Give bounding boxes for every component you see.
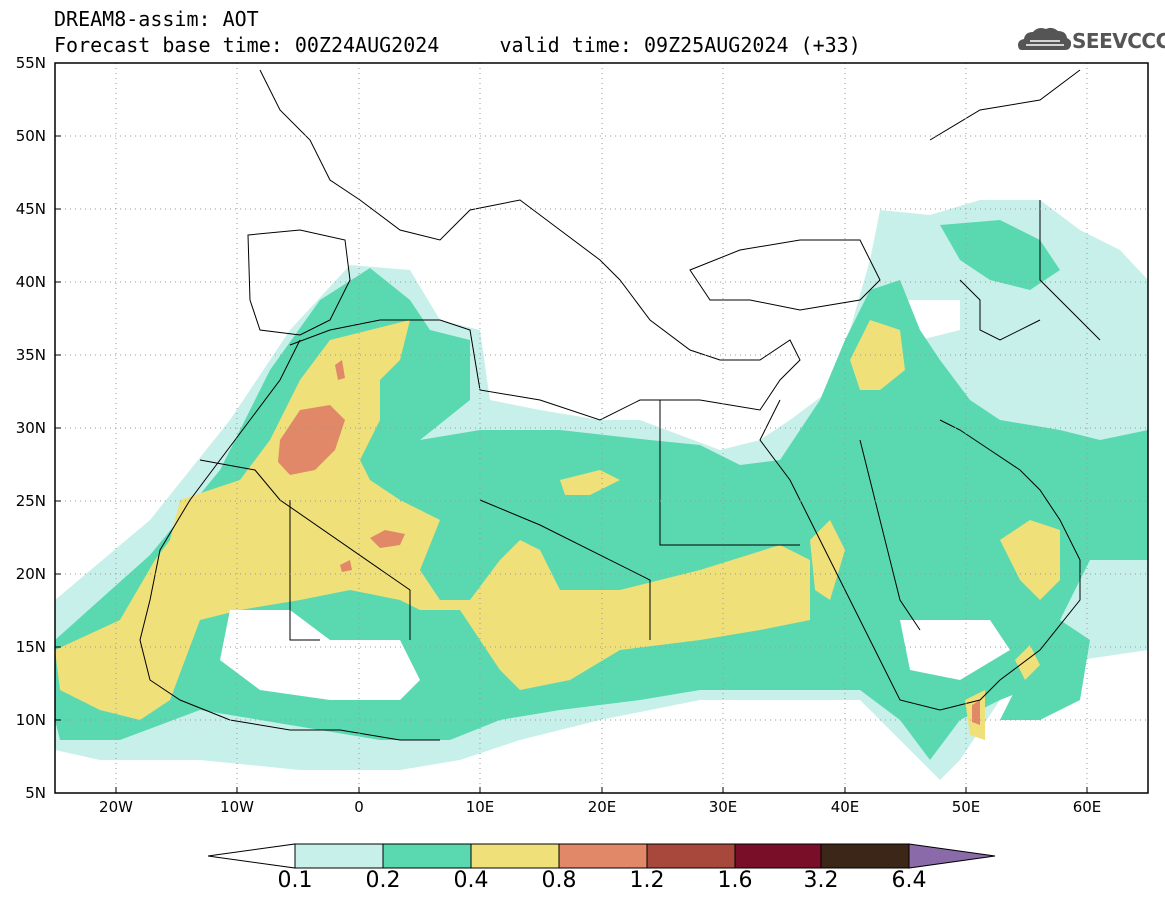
colorbar-label: 1.2 [629, 868, 665, 893]
lat-tick-label: 35N [15, 346, 46, 364]
lat-tick-label: 15N [15, 638, 46, 656]
colorbar-bin-5 [646, 843, 736, 869]
aot-level-0-8 [278, 360, 980, 725]
colorbar-label: 3.2 [803, 868, 839, 893]
brand-logo-text: SEEVCCC [1072, 29, 1165, 53]
colorbar-upper-arrow [908, 843, 996, 869]
colorbar-bin-4 [558, 843, 648, 869]
colorbar-bin-3 [470, 843, 560, 869]
colorbar-label: 1.6 [717, 868, 753, 893]
lon-tick-label: 20E [587, 798, 617, 816]
cloud-icon [1018, 27, 1072, 50]
colorbar-label: 6.4 [891, 868, 927, 893]
axis-tick-marks [55, 135, 1088, 793]
aot-level-0-4 [55, 320, 1060, 740]
coastlines-and-borders [139, 69, 1101, 741]
colorbar-label: 0.1 [277, 868, 313, 893]
lon-tick-label: 10W [220, 798, 254, 816]
lat-tick-label: 40N [15, 273, 46, 291]
lat-tick-label: 50N [15, 127, 46, 145]
lat-tick-label: 55N [15, 54, 46, 72]
lat-tick-label: 5N [25, 784, 46, 802]
map-title: DREAM8-assim: AOT [54, 7, 259, 31]
lon-tick-label: 20W [99, 798, 133, 816]
forecast-time-info: Forecast base time: 00Z24AUG2024 valid t… [54, 33, 861, 57]
lon-tick-label: 40E [830, 798, 860, 816]
lon-tick-label: 60E [1072, 798, 1102, 816]
lon-tick-label: 30E [708, 798, 738, 816]
lon-tick-label: 0 [354, 798, 364, 816]
lon-tick-label: 50E [951, 798, 981, 816]
colorbar-label: 0.4 [453, 868, 489, 893]
colorbar-bin-6 [734, 843, 822, 869]
lat-tick-label: 25N [15, 492, 46, 510]
colorbar-bin-7 [820, 843, 910, 869]
lat-tick-label: 45N [15, 200, 46, 218]
colorbar-bin-1 [294, 843, 384, 869]
colorbar [207, 843, 996, 869]
lat-tick-label: 30N [15, 419, 46, 437]
map-gridlines [55, 63, 1148, 793]
clear-areas [220, 410, 1010, 700]
lon-tick-label: 10E [465, 798, 495, 816]
colorbar-lower-arrow [207, 843, 296, 869]
colorbar-label: 0.8 [541, 868, 577, 893]
colorbar-bin-2 [382, 843, 472, 869]
lat-tick-label: 20N [15, 565, 46, 583]
lat-tick-label: 10N [15, 711, 46, 729]
colorbar-label: 0.2 [365, 868, 401, 893]
